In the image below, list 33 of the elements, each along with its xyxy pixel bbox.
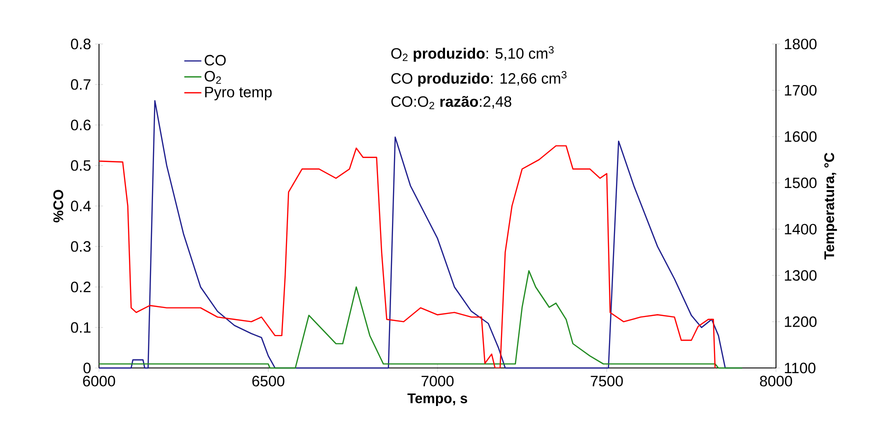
annotation: CO produzido: 12,66 cm$^{3}$	[391, 71, 567, 87]
x-axis-title: Tempo, s	[407, 394, 468, 406]
y2-tick-label: 1800	[784, 38, 817, 50]
y-tick-label: 0.5	[70, 160, 91, 171]
x-tick-label: 6500	[252, 376, 284, 386]
y-tick-label: 0.2	[70, 282, 90, 292]
y-tick-label: 0.1	[70, 322, 90, 333]
y-tick-label: 0.6	[70, 120, 91, 130]
x-tick-label: 6000	[83, 376, 116, 386]
y-tick-label: 0.3	[70, 241, 91, 252]
x-tick-label: 8000	[760, 376, 792, 386]
y-tick-label: 0.8	[70, 38, 91, 50]
y-axis-title: %CO	[53, 190, 64, 222]
y2-tick-label: 1200	[784, 316, 817, 328]
y2-axis-title: Temperatura, °C	[824, 152, 837, 260]
legend-label: CO	[204, 54, 226, 66]
annotation: O$_{2}$ produzido: 5,10 cm$^{3}$	[391, 46, 554, 62]
x-tick-label: 7500	[590, 376, 623, 386]
y2-tick-label: 1600	[784, 131, 817, 142]
legend-label: Pyro temp	[205, 86, 272, 100]
line-series	[98, 270, 743, 369]
y-tick-label: 0	[83, 362, 91, 374]
y2-tick-label: 1500	[784, 178, 817, 188]
line-series	[99, 145, 716, 368]
legend-label: O$_{2}$	[204, 70, 221, 84]
y2-tick-label: 1400	[784, 224, 817, 234]
y2-tick-label: 1100	[784, 362, 816, 374]
y2-tick-label: 1700	[784, 84, 817, 96]
y2-tick-label: 1300	[784, 270, 817, 281]
x-tick-label: 7000	[422, 376, 454, 386]
y-tick-label: 0.7	[70, 79, 90, 90]
y-tick-label: 0.4	[70, 200, 91, 212]
annotation: CO:O$_{2}$ razão:2,48	[391, 96, 512, 110]
